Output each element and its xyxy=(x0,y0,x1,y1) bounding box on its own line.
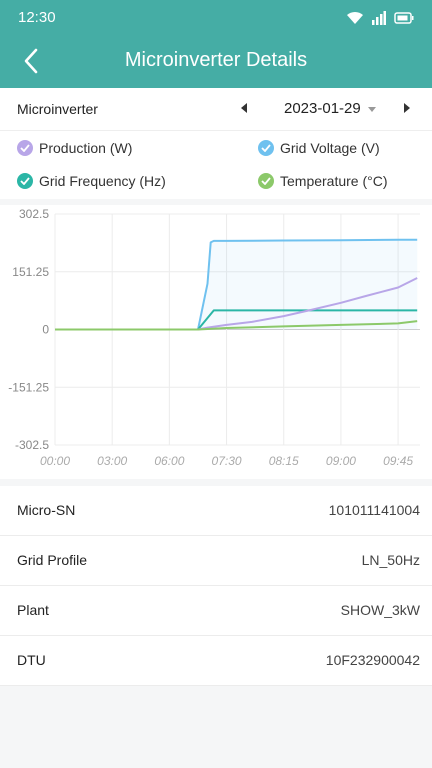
x-tick-label: 03:00 xyxy=(97,454,127,468)
legend-item-grid-frequency[interactable]: Grid Frequency (Hz) xyxy=(17,173,166,189)
info-value: LN_50Hz xyxy=(361,552,420,568)
y-tick-label: 0 xyxy=(42,323,49,337)
info-key: Grid Profile xyxy=(17,552,88,568)
legend-item-grid-voltage[interactable]: Grid Voltage (V) xyxy=(258,140,380,156)
chart-svg: 302.5 151.25 0 -151.25 -302.5 00:00 03:00 06:00… xyxy=(8,207,420,468)
check-icon xyxy=(17,173,33,189)
series-line-grid-voltage-v- xyxy=(55,238,418,331)
x-tick-label: 09:00 xyxy=(326,454,356,468)
battery-icon xyxy=(394,12,414,24)
status-time: 12:30 xyxy=(18,9,56,26)
back-button[interactable] xyxy=(16,46,46,76)
x-tick-label: 09:45 xyxy=(383,454,413,468)
title-bar: Microinverter Details xyxy=(0,36,432,88)
info-row-micro-sn: Micro-SN 101011141004 xyxy=(0,486,432,536)
info-key: Plant xyxy=(17,602,49,618)
info-key: DTU xyxy=(17,652,46,668)
legend-label: Grid Frequency (Hz) xyxy=(39,173,166,189)
app-header: 12:30 Microinverter Details xyxy=(0,0,432,88)
info-value: SHOW_3kW xyxy=(340,602,420,618)
info-row-grid-profile: Grid Profile LN_50Hz xyxy=(0,536,432,586)
wifi-icon xyxy=(347,11,363,24)
status-bar: 12:30 xyxy=(0,0,432,36)
info-row-dtu: DTU 10F232900042 xyxy=(0,636,432,686)
x-tick-label: 08:15 xyxy=(269,454,299,468)
legend-label: Grid Voltage (V) xyxy=(280,140,380,156)
info-row-plant: Plant SHOW_3kW xyxy=(0,586,432,636)
legend-label: Temperature (°C) xyxy=(280,173,388,189)
y-tick-label: 302.5 xyxy=(19,207,49,221)
line-chart[interactable]: 302.5 151.25 0 -151.25 -302.5 00:00 03:00 06:00… xyxy=(0,205,432,479)
info-value: 10F232900042 xyxy=(325,652,420,668)
y-tick-label: -302.5 xyxy=(15,438,49,452)
device-date-selector: Microinverter 2023-01-29 xyxy=(0,88,432,131)
signal-icon xyxy=(372,11,386,25)
page-title: Microinverter Details xyxy=(124,49,308,71)
info-value: 101011141004 xyxy=(328,502,420,518)
x-tick-label: 07:30 xyxy=(212,454,242,468)
x-tick-label: 00:00 xyxy=(40,454,70,468)
x-tick-label: 06:00 xyxy=(154,454,184,468)
check-icon xyxy=(258,140,274,156)
legend-item-temperature[interactable]: Temperature (°C) xyxy=(258,173,388,189)
device-label: Microinverter xyxy=(17,101,98,117)
next-date-button[interactable] xyxy=(404,103,410,113)
chevron-down-icon[interactable] xyxy=(368,107,376,112)
check-icon xyxy=(258,173,274,189)
check-icon xyxy=(17,140,33,156)
y-tick-label: 151.25 xyxy=(12,265,49,279)
legend-label: Production (W) xyxy=(39,140,133,156)
previous-date-button[interactable] xyxy=(241,103,247,113)
y-tick-label: -151.25 xyxy=(8,380,49,394)
chevron-left-icon xyxy=(24,48,38,74)
legend-item-production[interactable]: Production (W) xyxy=(17,140,132,156)
device-info-list: Micro-SN 101011141004 Grid Profile LN_50… xyxy=(0,486,432,686)
series-area-0 xyxy=(55,239,418,330)
status-icons xyxy=(346,9,414,27)
date-picker[interactable]: 2023-01-29 xyxy=(284,100,361,117)
info-key: Micro-SN xyxy=(17,502,76,518)
chart-legend: Production (W) Grid Voltage (V) Grid Fre… xyxy=(0,131,432,199)
